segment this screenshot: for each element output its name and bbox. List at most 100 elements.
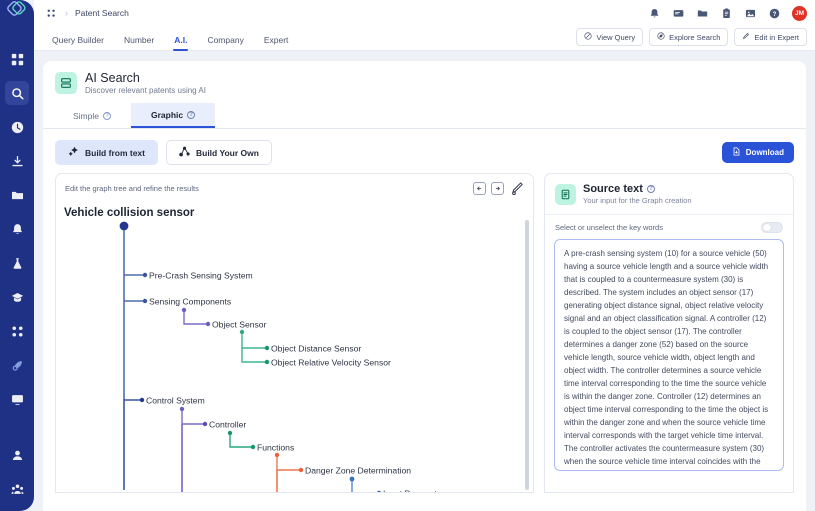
topbar-actions: ? JM xyxy=(648,6,807,21)
svg-text:?: ? xyxy=(773,10,777,17)
help-circle-icon[interactable]: ? xyxy=(647,185,655,193)
sidebar-item-apps-grid[interactable] xyxy=(5,319,29,343)
build-from-text-label: Build from text xyxy=(85,148,145,158)
source-panel-title-row: Source text ? xyxy=(583,183,692,195)
graph-panel-header: Edit the graph tree and refine the resul… xyxy=(56,174,533,200)
svg-text:Object Distance Sensor: Object Distance Sensor xyxy=(271,344,361,354)
graph-tree-svg: Vehicle collision sensor Pre-Crash Sensi… xyxy=(56,200,526,493)
sidebar-item-graduation-cap[interactable] xyxy=(5,285,29,309)
redo-arrow-right-icon[interactable] xyxy=(491,182,504,195)
keywords-label: Select or unselect the key words xyxy=(555,223,663,232)
grid-apps-icon[interactable] xyxy=(44,6,58,20)
sidebar-item-folder[interactable] xyxy=(5,183,29,207)
edit-in-expert-label: Edit in Expert xyxy=(754,33,799,42)
source-text-input[interactable]: A pre-crash sensing system (10) for a so… xyxy=(554,239,784,471)
sidebar-item-team[interactable] xyxy=(5,477,29,501)
pencil-edit-icon[interactable] xyxy=(509,181,524,196)
tab-simple[interactable]: Simple ? xyxy=(53,103,131,128)
tab-ai[interactable]: A.I. xyxy=(164,35,197,50)
clipboard-icon[interactable] xyxy=(720,7,733,20)
tab-query-builder[interactable]: Query Builder xyxy=(42,35,114,50)
svg-text:Danger Zone Determination: Danger Zone Determination xyxy=(305,466,411,476)
svg-text:Functions: Functions xyxy=(257,443,294,453)
download-button[interactable]: Download xyxy=(722,142,794,163)
avatar[interactable]: JM xyxy=(792,6,807,21)
tab-graphic[interactable]: Graphic ? xyxy=(131,103,215,128)
graph-tree[interactable]: Vehicle collision sensor Pre-Crash Sensi… xyxy=(56,200,533,492)
build-your-own-label: Build Your Own xyxy=(196,148,259,158)
breadcrumb-separator: › xyxy=(65,8,68,18)
sidebar-item-list: ? xyxy=(0,42,34,511)
sidebar-item-user[interactable] xyxy=(5,443,29,467)
content-split: Edit the graph tree and refine the resul… xyxy=(43,173,806,493)
message-icon[interactable] xyxy=(672,7,685,20)
graph-hint-text: Edit the graph tree and refine the resul… xyxy=(65,184,199,193)
tab-expert[interactable]: Expert xyxy=(254,35,299,50)
graph-root-label: Vehicle collision sensor xyxy=(64,207,195,219)
build-your-own-button[interactable]: Build Your Own xyxy=(166,140,272,165)
build-from-text-button[interactable]: Build from text xyxy=(55,140,158,165)
ai-search-title-block: AI Search Discover relevant patents usin… xyxy=(85,71,206,95)
graph-panel: Edit the graph tree and refine the resul… xyxy=(55,173,534,493)
sidebar-item-history-clock[interactable] xyxy=(5,115,29,139)
primary-tabs: Query Builder Number A.I. Company Expert… xyxy=(34,26,815,51)
help-icon[interactable]: ? xyxy=(768,7,781,20)
mode-subtabs: Simple ? Graphic ? xyxy=(43,103,806,129)
app-root: ? › Patent Search xyxy=(0,0,815,511)
explore-search-button[interactable]: Explore Search xyxy=(649,28,728,46)
source-panel-title: Source text xyxy=(583,183,643,195)
svg-text:Input Parameters: Input Parameters xyxy=(383,489,449,494)
tab-action-buttons: View Query Explore Search Edit in Expert xyxy=(576,28,815,50)
top-bar: › Patent Search ? JM xyxy=(34,0,815,26)
main-content: AI Search Discover relevant patents usin… xyxy=(34,51,815,511)
left-sidebar: ? xyxy=(0,0,34,511)
file-download-icon xyxy=(732,147,741,158)
view-query-label: View Query xyxy=(596,33,635,42)
source-title-block: Source text ? Your input for the Graph c… xyxy=(583,183,692,205)
tab-company[interactable]: Company xyxy=(197,35,253,50)
sidebar-item-download[interactable] xyxy=(5,149,29,173)
source-text-panel: Source text ? Your input for the Graph c… xyxy=(544,173,794,493)
ai-search-card: AI Search Discover relevant patents usin… xyxy=(43,61,806,511)
document-icon xyxy=(555,184,576,205)
compass-icon xyxy=(657,32,665,42)
sparkle-icon xyxy=(68,146,79,159)
keywords-row: Select or unselect the key words xyxy=(545,215,793,239)
sidebar-item-search[interactable] xyxy=(5,81,29,105)
ai-search-header: AI Search Discover relevant patents usin… xyxy=(43,61,806,103)
edit-in-expert-button[interactable]: Edit in Expert xyxy=(734,28,807,46)
sidebar-item-alerts-bell[interactable] xyxy=(5,217,29,241)
brand-logo-icon[interactable] xyxy=(0,0,34,22)
download-label: Download xyxy=(746,148,784,157)
bell-icon[interactable] xyxy=(648,7,661,20)
help-circle-icon[interactable]: ? xyxy=(187,111,195,119)
graph-tools xyxy=(473,181,524,196)
graph-scrollbar[interactable] xyxy=(525,220,529,490)
view-query-button[interactable]: View Query xyxy=(576,28,643,46)
source-panel-subtitle: Your input for the Graph creation xyxy=(583,196,692,205)
page-subtitle: Discover relevant patents using AI xyxy=(85,86,206,95)
breadcrumb: Patent Search xyxy=(75,8,129,18)
ai-panel-icon xyxy=(55,72,77,94)
source-panel-header: Source text ? Your input for the Graph c… xyxy=(545,174,793,215)
pencil-icon xyxy=(742,32,750,42)
explore-search-label: Explore Search xyxy=(669,33,720,42)
tab-number[interactable]: Number xyxy=(114,35,164,50)
sidebar-item-lab-flask[interactable] xyxy=(5,251,29,275)
sidebar-item-rocket[interactable] xyxy=(5,353,29,377)
undo-arrow-left-icon[interactable] xyxy=(473,182,486,195)
eye-off-icon xyxy=(584,32,592,42)
node-graph-icon xyxy=(179,146,190,159)
image-icon[interactable] xyxy=(744,7,757,20)
help-circle-icon[interactable]: ? xyxy=(103,112,111,120)
sidebar-item-monitor[interactable] xyxy=(5,387,29,411)
svg-text:Sensing Components: Sensing Components xyxy=(149,297,231,307)
svg-text:Object Sensor: Object Sensor xyxy=(212,320,267,330)
folder-icon[interactable] xyxy=(696,7,709,20)
sidebar-item-dashboard-grid[interactable] xyxy=(5,47,29,71)
svg-text:Controller: Controller xyxy=(209,420,246,430)
keywords-toggle[interactable] xyxy=(761,222,783,233)
build-mode-row: Build from text Build Your Own xyxy=(43,129,806,173)
svg-text:Pre-Crash Sensing System: Pre-Crash Sensing System xyxy=(149,271,253,281)
tab-graphic-label: Graphic xyxy=(151,110,183,120)
